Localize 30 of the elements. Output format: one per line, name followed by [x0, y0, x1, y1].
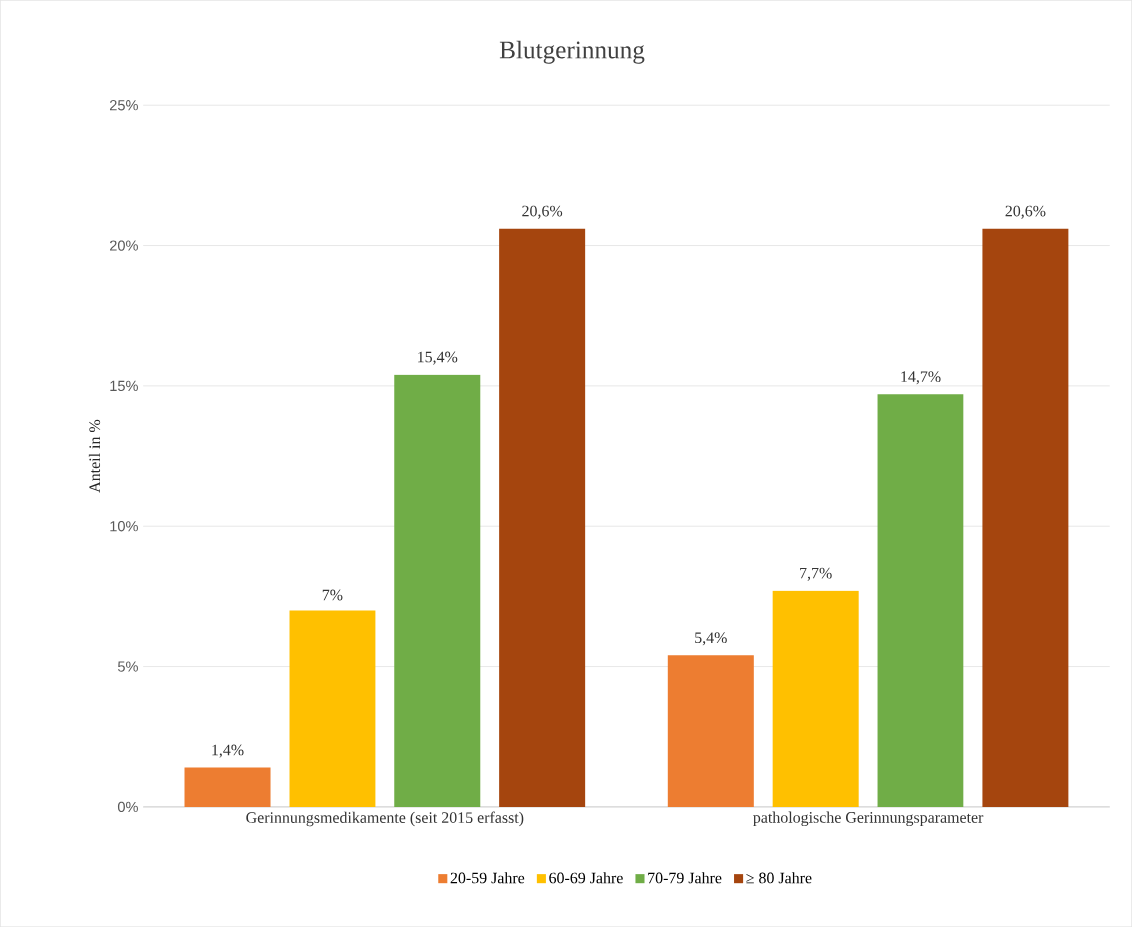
legend-label: 70-79 Jahre [648, 872, 722, 884]
data-label: 1,4% [212, 744, 244, 758]
bar [289, 610, 376, 807]
y-tick-label: 25% [109, 99, 138, 111]
data-label: 7,7% [800, 567, 832, 581]
y-tick-label: 10% [110, 521, 138, 532]
y-tick-label: 15% [110, 380, 138, 391]
data-label: 15,4% [418, 351, 458, 365]
data-label: 20,6% [1005, 205, 1046, 219]
y-tick-label: 20% [109, 240, 138, 251]
bar [394, 374, 481, 807]
y-axis-title: Anteil in % [88, 419, 101, 493]
bar [499, 228, 586, 807]
bar [184, 767, 271, 807]
legend-label: 20-59 Jahre [450, 872, 525, 884]
y-tick-label: 0% [117, 801, 138, 813]
data-label: 5,4% [695, 632, 727, 646]
data-label: 14,7% [901, 371, 941, 385]
x-tick-label: pathologische Gerinnungsparameter [753, 811, 984, 827]
x-tick-label: Gerinnungsmedikamente (seit 2015 erfasst) [246, 811, 524, 827]
bar [877, 394, 964, 807]
data-label: 20,6% [522, 205, 563, 219]
y-tick-label: 5% [117, 661, 138, 672]
bar [772, 590, 859, 807]
chart-title: Blutgerinnung [499, 40, 645, 64]
bar [667, 655, 754, 807]
bar [982, 228, 1069, 807]
legend-label: ≥ 80 Jahre [746, 872, 812, 884]
data-label: 7% [322, 589, 343, 601]
legend-label: 60-69 Jahre [549, 872, 623, 884]
